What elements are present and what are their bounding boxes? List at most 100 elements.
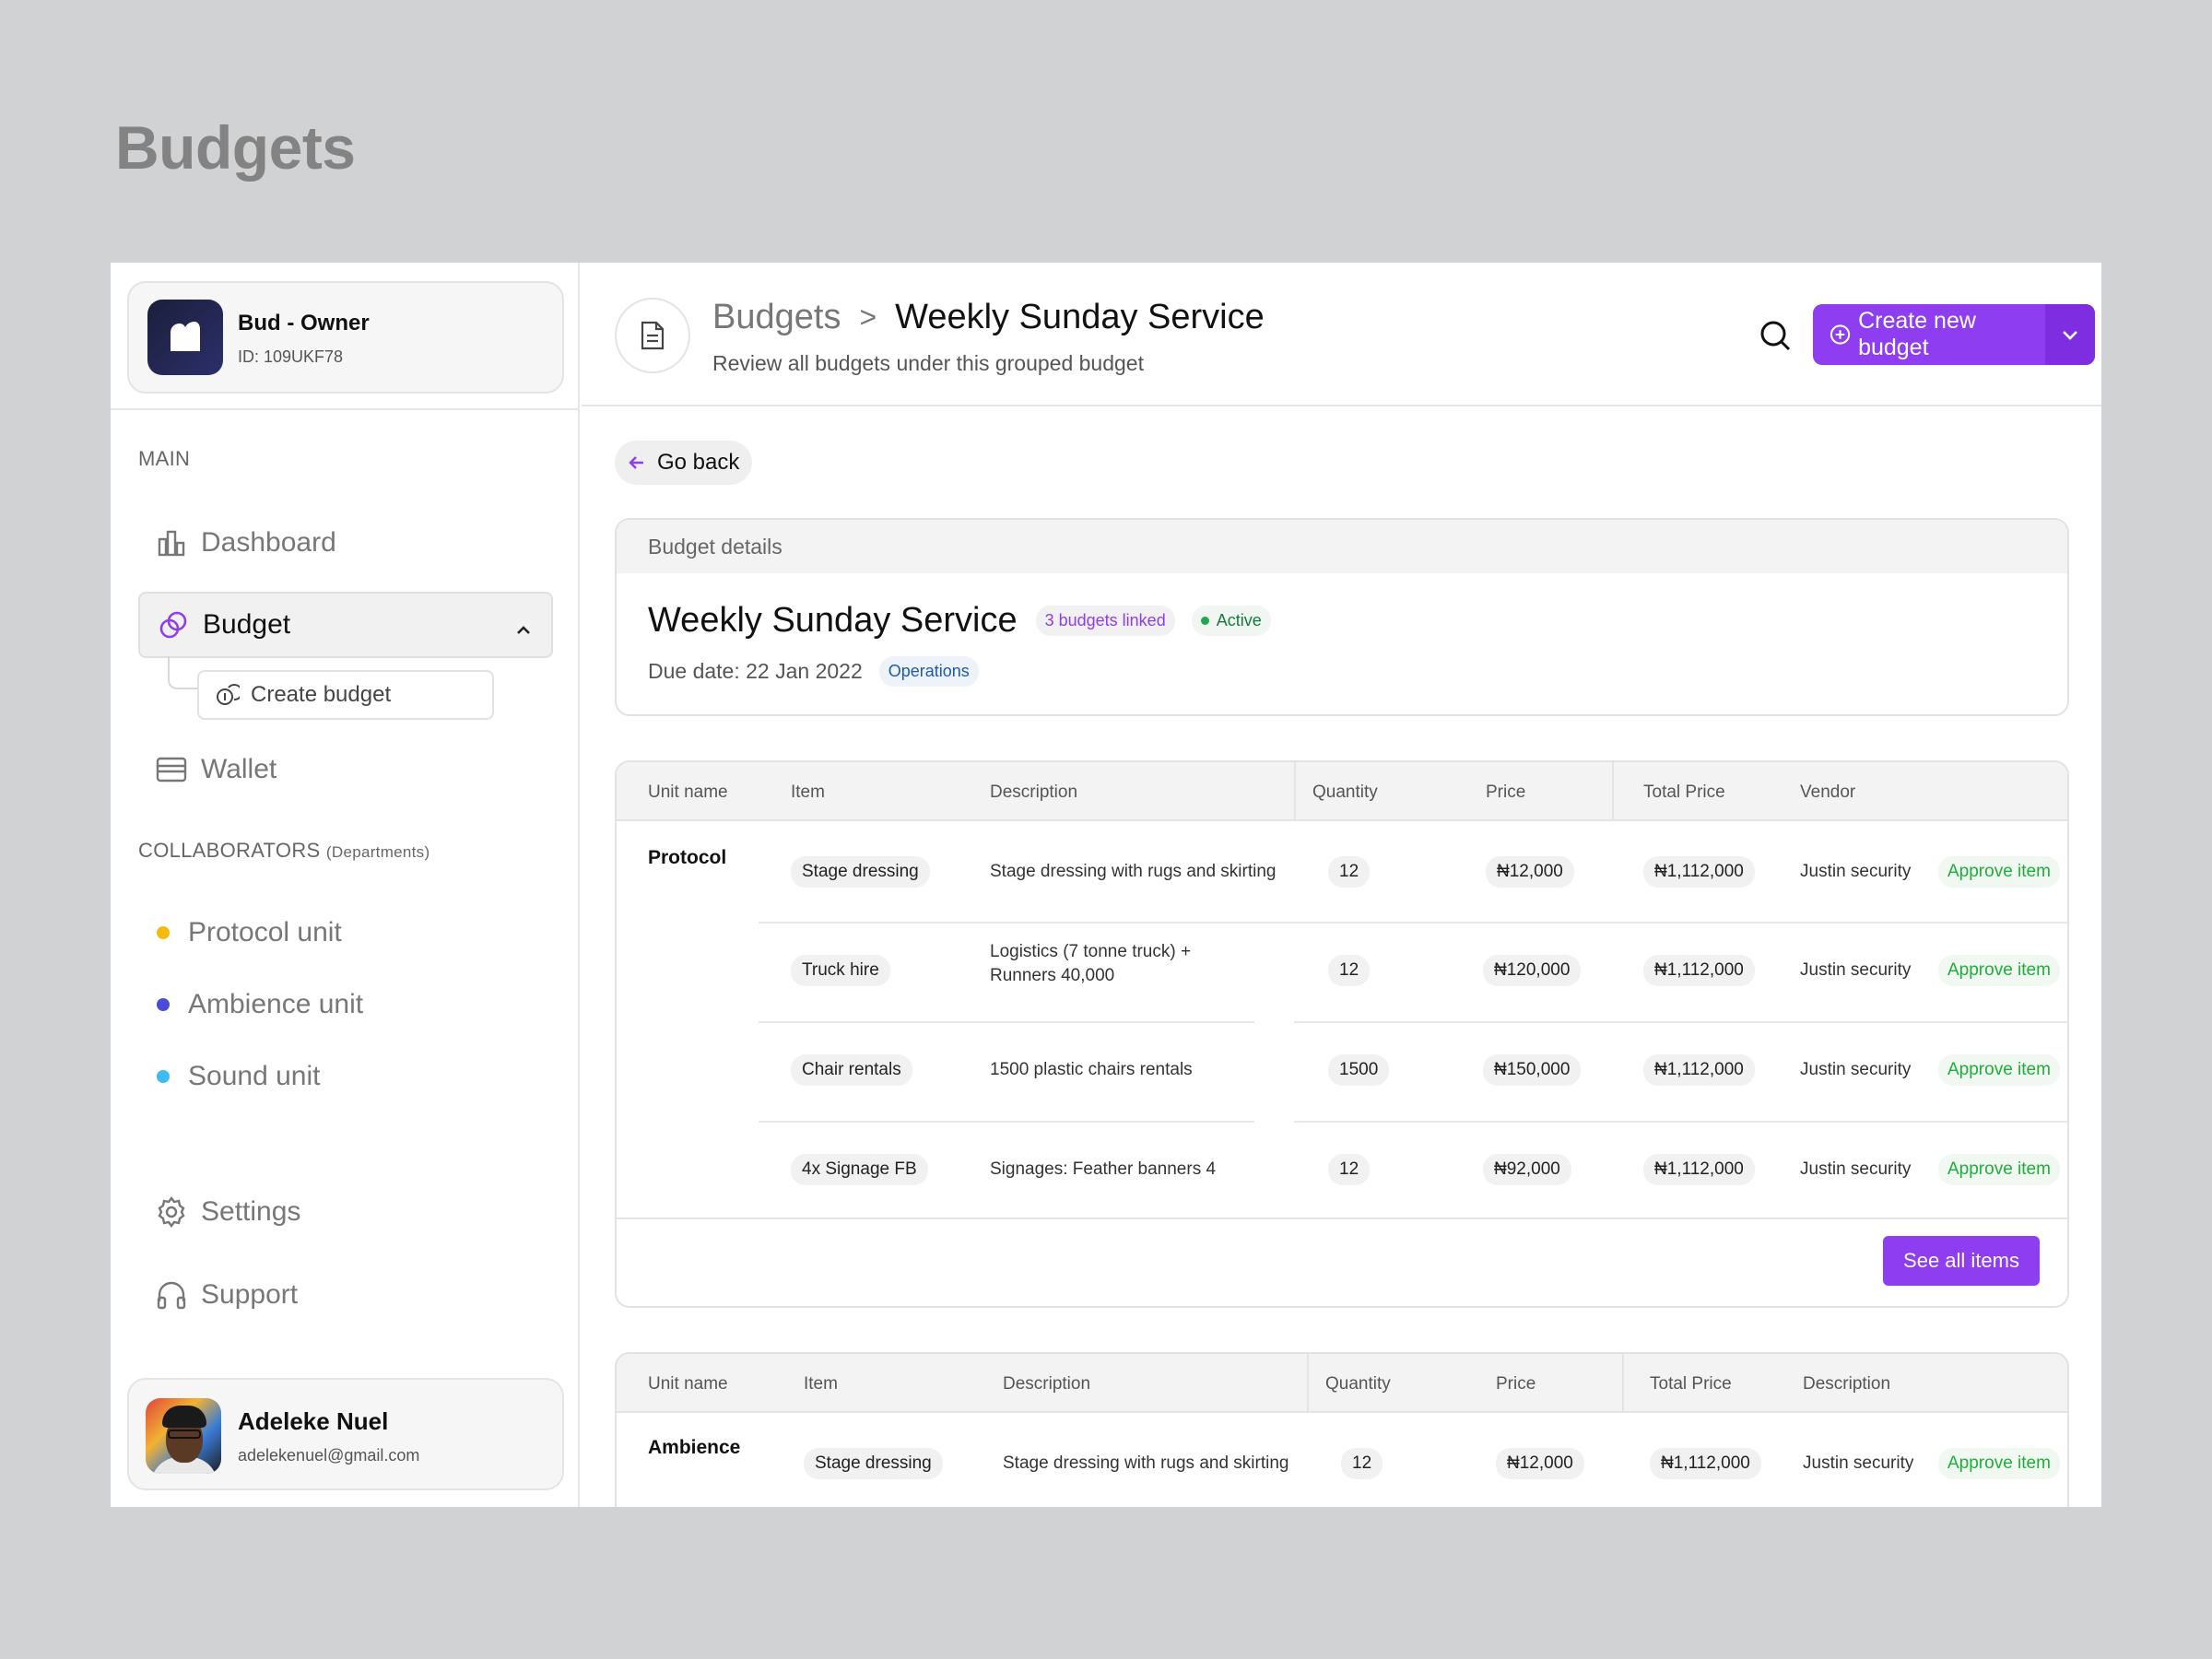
dept-label: Sound unit	[188, 1061, 321, 1091]
unit-name: Ambience	[648, 1437, 741, 1458]
column-header: Vendor	[1800, 782, 1856, 802]
org-switcher[interactable]: Bud - Owner ID: 109UKF78	[127, 281, 564, 394]
sidebar-item-wallet[interactable]: Wallet	[138, 736, 553, 803]
budget-rings-icon	[157, 608, 190, 641]
sidebar-item-budget[interactable]: Budget	[138, 592, 553, 658]
create-new-budget-button[interactable]: Create new budget	[1813, 304, 2095, 365]
price: ₦92,000	[1483, 1154, 1571, 1185]
column-header: Price	[1496, 1374, 1536, 1394]
column-header: Unit name	[648, 782, 728, 802]
column-header: Quantity	[1312, 782, 1378, 802]
sidebar-subitem-label: Create budget	[251, 682, 392, 707]
item-chip: Chair rentals	[791, 1054, 912, 1086]
budget-table-protocol: Unit name Item Description Quantity Pric…	[615, 760, 2069, 1308]
main-content: Budgets > Weekly Sunday Service Review a…	[582, 263, 2101, 1507]
price: ₦120,000	[1483, 955, 1582, 986]
approve-item-button[interactable]: Approve item	[1938, 955, 2060, 986]
column-header: Description	[990, 782, 1078, 802]
breadcrumb-current: Weekly Sunday Service	[895, 298, 1265, 336]
wallet-icon	[155, 753, 188, 786]
approve-item-button[interactable]: Approve item	[1938, 1154, 2060, 1185]
chevron-down-icon[interactable]	[2045, 304, 2095, 365]
approve-item-button[interactable]: Approve item	[1938, 1448, 2060, 1479]
gear-icon	[155, 1195, 188, 1229]
vendor: Justin security	[1800, 1159, 1912, 1179]
linked-badge[interactable]: 3 budgets linked	[1035, 606, 1175, 636]
item-chip: Stage dressing	[804, 1448, 943, 1479]
due-date: Due date: 22 Jan 2022	[648, 659, 863, 683]
unit-name: Protocol	[648, 847, 727, 868]
top-header: Budgets > Weekly Sunday Service Review a…	[582, 263, 2101, 406]
status-badge: Active	[1191, 606, 1271, 636]
search-icon[interactable]	[1758, 318, 1793, 353]
quantity: 12	[1341, 1448, 1383, 1479]
description: Logistics (7 tonne truck) +	[990, 942, 1192, 961]
column-header: Total Price	[1650, 1374, 1732, 1394]
sidebar-item-label: Dashboard	[201, 527, 336, 558]
department-badge: Operations	[878, 656, 979, 687]
vendor: Justin security	[1800, 1060, 1912, 1079]
headphones-icon	[155, 1278, 188, 1312]
column-header: Total Price	[1643, 782, 1725, 802]
sidebar-item-label: Support	[201, 1279, 299, 1310]
column-header: Unit name	[648, 1374, 728, 1394]
approve-item-button[interactable]: Approve item	[1938, 1054, 2060, 1086]
arrow-left-icon	[629, 456, 643, 469]
table-header: Unit name Item Description Quantity Pric…	[617, 1354, 2067, 1413]
column-header: Price	[1486, 782, 1526, 802]
column-header: Description	[1003, 1374, 1091, 1394]
status-dot	[157, 926, 170, 939]
table-row: 4x Signage FB Signages: Feather banners …	[617, 1123, 2067, 1222]
column-header: Description	[1803, 1374, 1891, 1394]
total-price: ₦1,112,000	[1643, 1154, 1755, 1185]
total-price: ₦1,112,000	[1650, 1448, 1761, 1479]
status-dot	[157, 998, 170, 1011]
details-heading: Budget details	[617, 520, 2067, 573]
breadcrumb-separator: >	[859, 300, 877, 334]
sidebar-dept-ambience[interactable]: Ambience unit	[157, 989, 363, 1020]
table-row: Stage dressing Stage dressing with rugs …	[617, 823, 2067, 923]
create-button-label: Create new budget	[1858, 308, 1976, 360]
column-header: Item	[791, 782, 825, 802]
approve-item-button[interactable]: Approve item	[1938, 856, 2060, 888]
item-chip: Truck hire	[791, 955, 890, 986]
table-footer: See all items	[617, 1218, 2067, 1306]
sidebar-dept-sound[interactable]: Sound unit	[157, 1061, 320, 1092]
total-price: ₦1,112,000	[1643, 1054, 1755, 1086]
sidebar-subitem-create-budget[interactable]: Create budget	[197, 670, 494, 720]
status-text: Active	[1216, 611, 1262, 629]
sidebar-item-settings[interactable]: Settings	[138, 1179, 553, 1245]
description: Signages: Feather banners 4	[990, 1159, 1217, 1179]
sidebar-divider	[111, 408, 580, 410]
breadcrumb-root[interactable]: Budgets	[712, 298, 841, 336]
collaborators-label-text: COLLABORATORS	[138, 839, 321, 862]
total-price: ₦1,112,000	[1643, 955, 1755, 986]
go-back-button[interactable]: Go back	[615, 441, 753, 485]
org-logo	[147, 300, 223, 375]
document-icon	[615, 298, 690, 373]
sidebar-item-dashboard[interactable]: Dashboard	[138, 510, 553, 576]
org-name: Bud - Owner	[238, 311, 370, 335]
chevron-up-icon[interactable]	[514, 616, 533, 647]
avatar	[146, 1398, 221, 1474]
quantity: 12	[1328, 856, 1371, 888]
breadcrumb: Budgets > Weekly Sunday Service	[712, 298, 1265, 337]
column-header: Item	[804, 1374, 838, 1394]
sidebar-dept-protocol[interactable]: Protocol unit	[157, 917, 342, 948]
budget-table-ambience: Unit name Item Description Quantity Pric…	[615, 1352, 2069, 1507]
quantity: 12	[1328, 955, 1371, 986]
user-profile-card[interactable]: Adeleke Nuel adelekenuel@gmail.com	[127, 1378, 564, 1490]
see-all-items-button[interactable]: See all items	[1883, 1236, 2040, 1286]
dept-label: Protocol unit	[188, 917, 342, 947]
user-name: Adeleke Nuel	[238, 1407, 389, 1435]
description-line2: Runners 40,000	[990, 966, 1115, 985]
table-header: Unit name Item Description Quantity Pric…	[617, 762, 2067, 821]
description: 1500 plastic chairs rentals	[990, 1060, 1193, 1079]
sidebar-item-label: Budget	[203, 609, 291, 640]
sidebar-item-support[interactable]: Support	[138, 1262, 553, 1328]
sidebar-item-label: Wallet	[201, 754, 277, 784]
page-subtitle: Review all budgets under this grouped bu…	[712, 351, 1144, 375]
budget-title: Weekly Sunday Service	[648, 601, 1018, 640]
vendor: Justin security	[1803, 1453, 1914, 1473]
item-chip: 4x Signage FB	[791, 1154, 928, 1185]
